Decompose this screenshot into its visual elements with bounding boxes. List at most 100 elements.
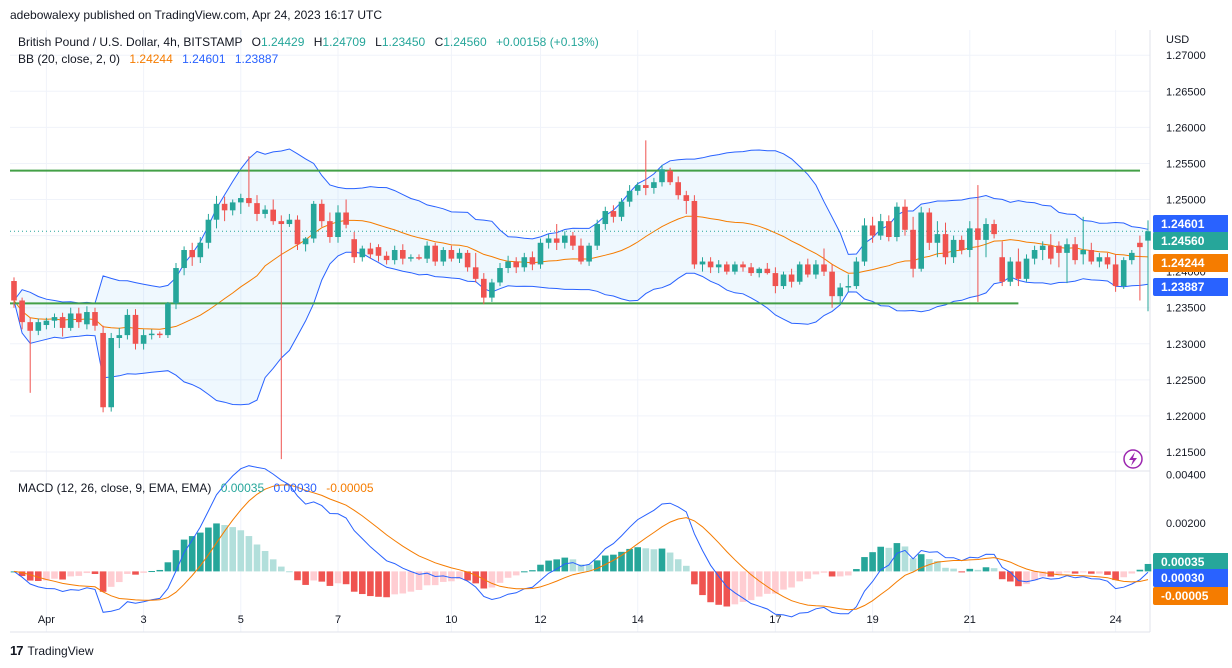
candle-body [934, 234, 941, 243]
candle [626, 185, 633, 207]
candle-body [335, 212, 341, 238]
macd-histogram-bar [1007, 571, 1014, 582]
candle [367, 242, 374, 259]
candle-body [1120, 260, 1127, 287]
candle [618, 198, 625, 222]
candle-body [327, 221, 333, 238]
candle-body [1048, 245, 1054, 259]
macd-histogram-bar [140, 571, 147, 573]
macd-histogram-bar [107, 571, 115, 587]
candle [246, 156, 252, 207]
macd-histogram-bar [51, 571, 58, 579]
currency-label[interactable]: USD [1166, 34, 1190, 46]
candle-body [796, 264, 803, 282]
candle-body [262, 209, 268, 214]
macd-histogram-bar [739, 571, 747, 602]
candle-body [829, 271, 835, 297]
candle-body [43, 320, 50, 326]
candle [197, 237, 204, 263]
candle-body [238, 198, 244, 203]
macd-histogram-bar [602, 555, 609, 572]
price-badge-basis: 1.24244 [1153, 254, 1228, 272]
candle-body [229, 202, 236, 211]
candle [740, 261, 746, 272]
candle-body [1039, 245, 1046, 250]
candle-body [861, 225, 868, 262]
candle-body [505, 261, 511, 269]
macd-histogram-bar [229, 527, 236, 572]
candle [100, 325, 106, 413]
macd-tick-label: 0.00400 [1166, 469, 1206, 481]
candle [902, 199, 908, 236]
macd-histogram-bar [836, 571, 844, 577]
candle-body [562, 235, 568, 243]
candle-body [302, 238, 309, 245]
macd-histogram-bar [1015, 571, 1022, 587]
tradingview-logo-icon: 17 [10, 643, 24, 658]
candle [780, 271, 787, 289]
candle-body [869, 225, 876, 236]
candle [1039, 241, 1046, 261]
candle [416, 254, 422, 261]
candle-body [813, 264, 819, 275]
candle-body [67, 313, 74, 328]
candle [651, 177, 657, 194]
bb-legend: BB (20, close, 2, 0) 1.24244 1.24601 1.2… [18, 52, 278, 66]
price-tick-label: 1.22500 [1166, 375, 1206, 387]
candle [537, 238, 544, 269]
bb-label[interactable]: BB (20, close, 2, 0) [18, 52, 121, 66]
candle [805, 258, 811, 278]
candle-body [497, 268, 503, 283]
candle-body [570, 235, 576, 246]
macd-line [13, 465, 1149, 618]
candle-body [521, 257, 528, 268]
candle-body [1137, 242, 1143, 248]
macd-badge-band: 0.00030 [1153, 569, 1228, 587]
candle [238, 193, 244, 214]
candles [11, 140, 1151, 460]
candle [999, 241, 1005, 287]
candle [829, 264, 835, 308]
macd-histogram-bar [618, 551, 625, 572]
candle-body [602, 211, 609, 225]
candle-body [254, 203, 260, 214]
candle [108, 332, 114, 412]
high-label: H [313, 35, 323, 49]
macd-histogram-bar [67, 571, 74, 577]
candle-body [748, 267, 754, 274]
candle [67, 307, 74, 331]
candle-body [707, 261, 714, 268]
macd-histogram-bar [958, 571, 965, 573]
macd-label[interactable]: MACD (12, 26, close, 9, EMA, EMA) [18, 481, 212, 495]
tradingview-brand[interactable]: 17 TradingView [10, 643, 94, 658]
candle-body [391, 250, 398, 261]
macd-histogram-bar [1128, 571, 1136, 574]
candle-body [610, 211, 617, 217]
macd-histogram-bar [804, 571, 812, 579]
candle [861, 218, 868, 266]
candle [464, 250, 471, 272]
candle-body [1072, 244, 1078, 261]
symbol-name[interactable]: British Pound / U.S. Dollar, 4h, BITSTAM… [18, 35, 243, 49]
macd-histogram-bar [917, 554, 925, 572]
candle-body [84, 312, 90, 325]
candle [456, 248, 463, 263]
macd-histogram-bar [942, 567, 949, 572]
ohlc-legend: British Pound / U.S. Dollar, 4h, BITSTAM… [18, 35, 599, 49]
candle-body [140, 335, 147, 344]
candle [837, 283, 843, 305]
candle [942, 222, 949, 265]
macd-histogram-bar [359, 571, 366, 595]
candle-body [148, 333, 155, 336]
macd-histogram-bar [116, 571, 123, 583]
candle [27, 317, 33, 393]
candle [391, 245, 398, 265]
candle [659, 164, 665, 187]
candle-body [432, 245, 438, 262]
macd-histogram-bar [1120, 571, 1127, 578]
candle [229, 199, 236, 216]
price-tick-label: 1.22000 [1166, 411, 1206, 423]
macd-histogram-bar [642, 548, 650, 572]
macd-histogram-bar [407, 571, 415, 592]
